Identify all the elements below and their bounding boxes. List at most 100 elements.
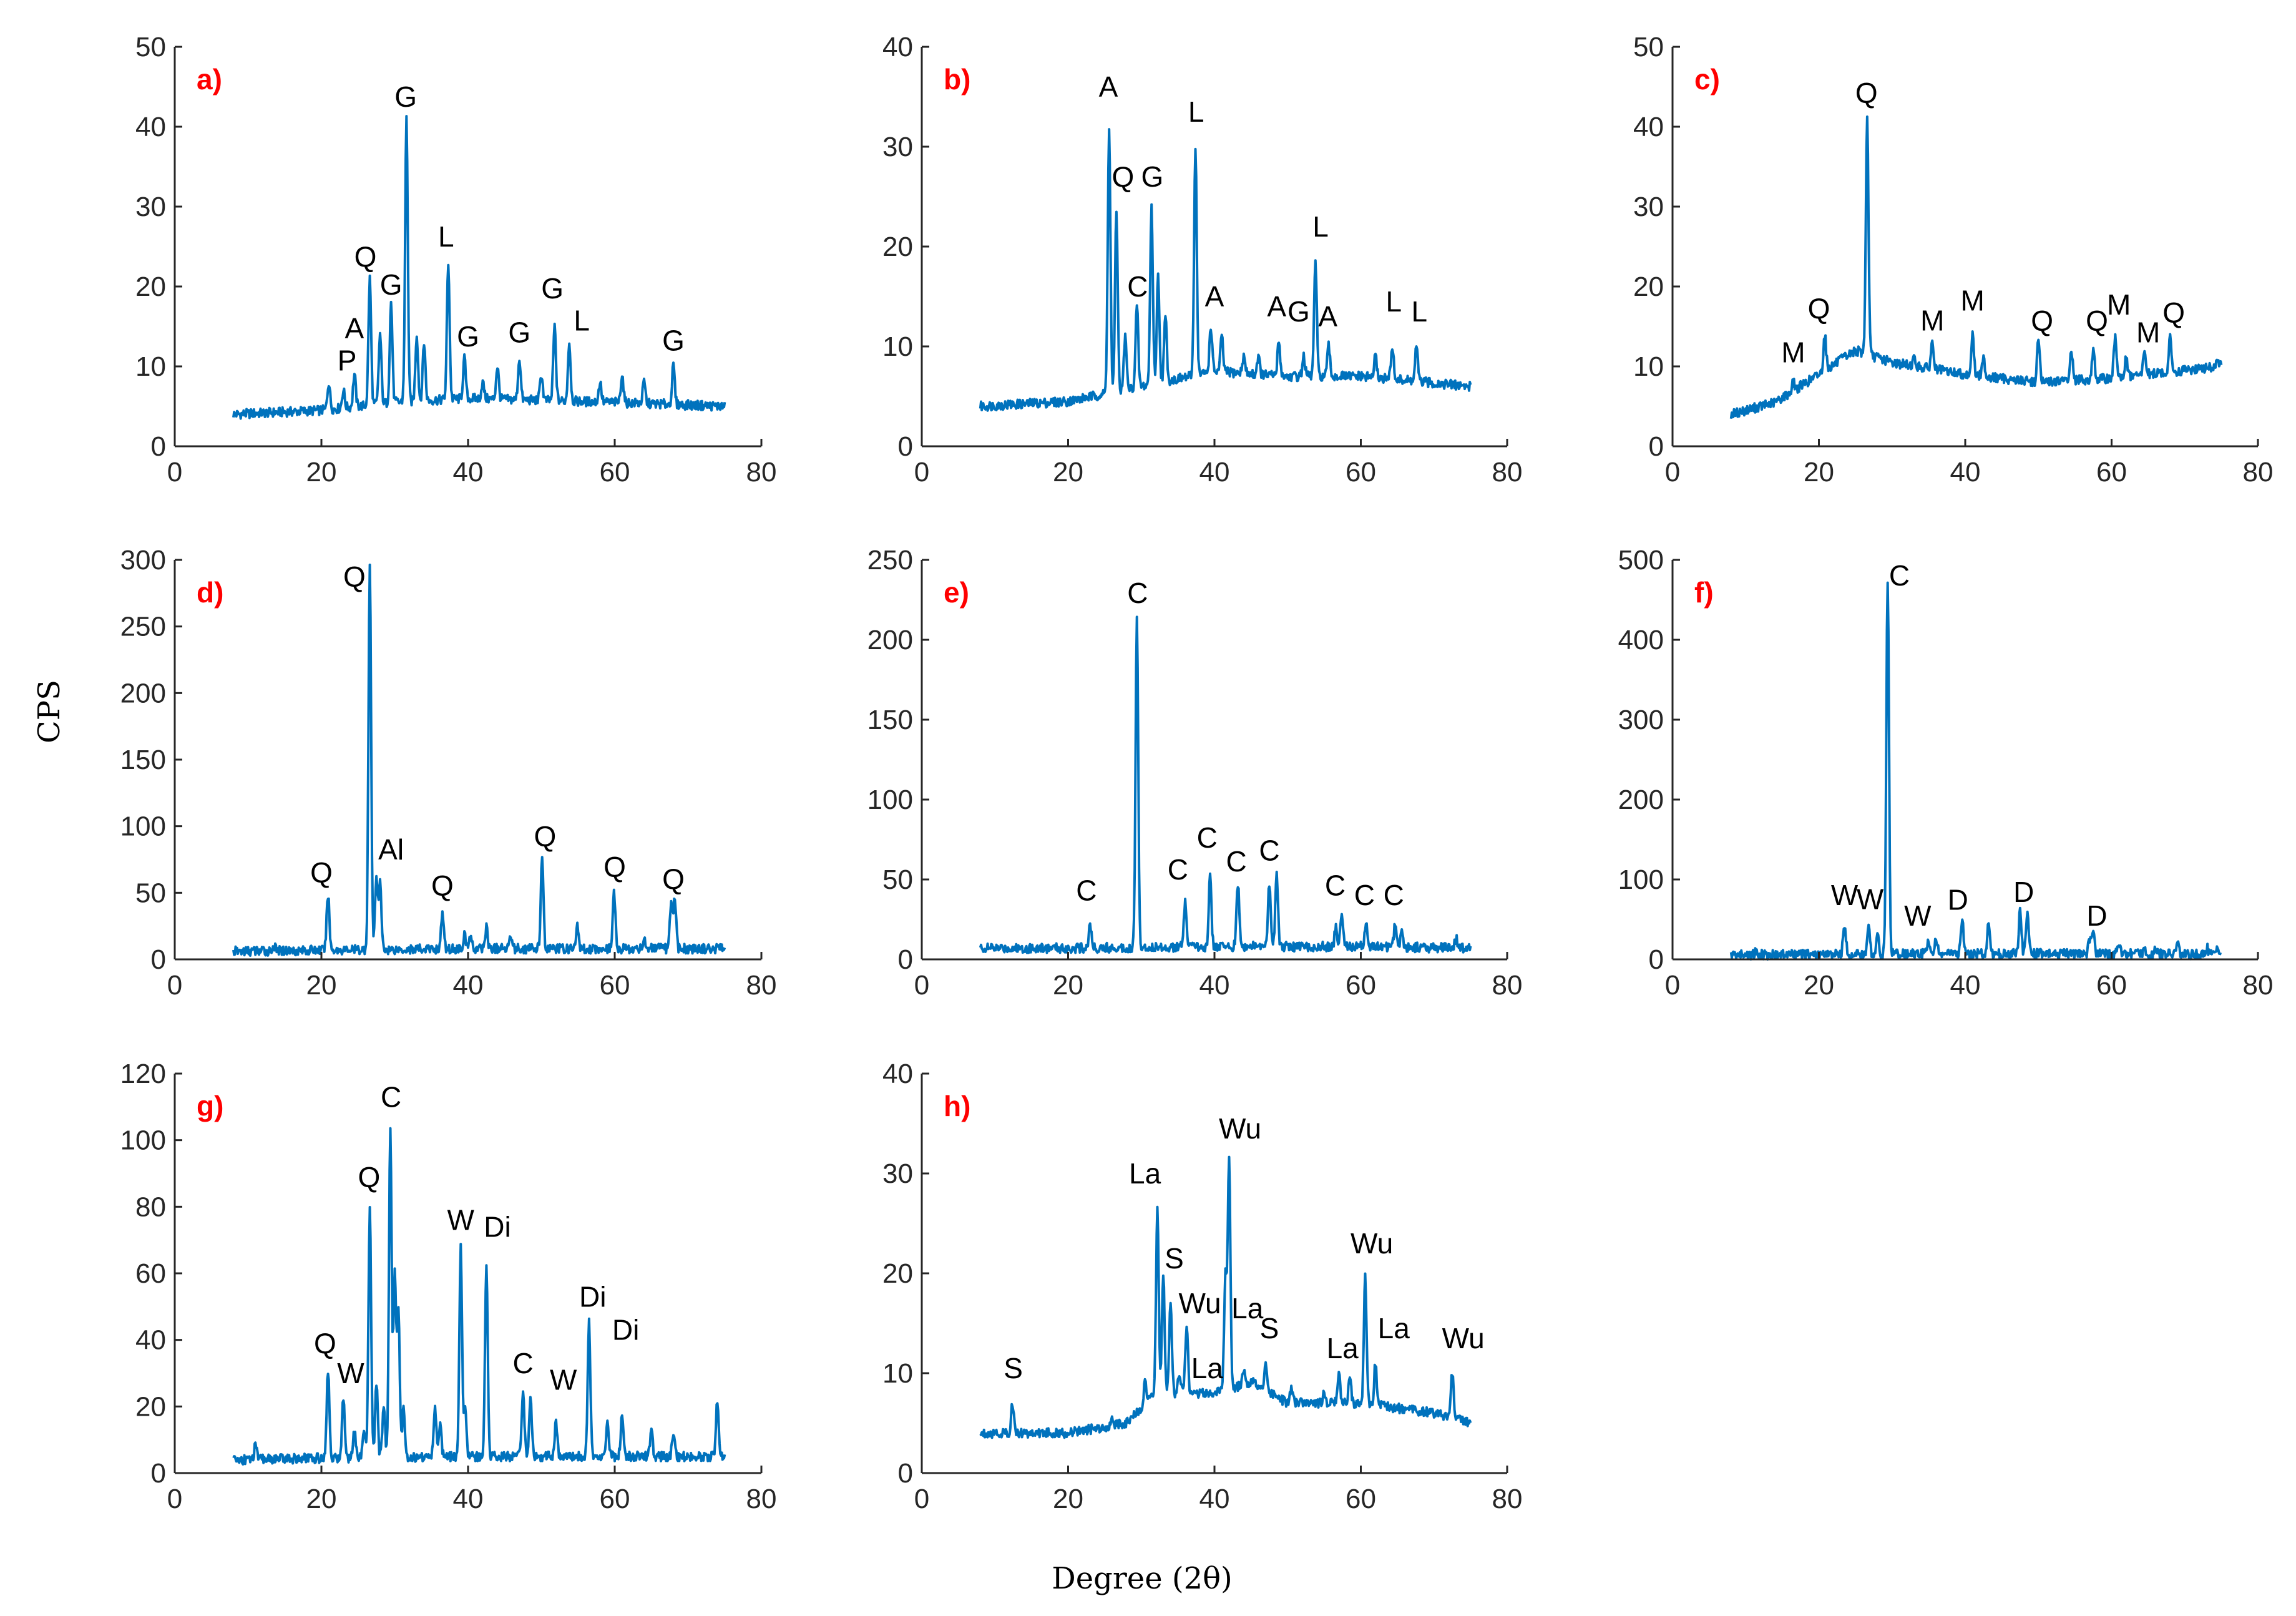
peak-label: La [1378,1312,1410,1344]
peak-label: Q [662,863,685,895]
y-tick-label: 80 [135,1192,166,1222]
peak-label: C [1168,853,1188,886]
y-tick-label: 0 [151,431,166,462]
y-tick-label: 150 [120,745,166,775]
xrd-trace [232,1127,726,1466]
y-tick-label: 0 [151,944,166,975]
x-tick-label: 40 [453,1484,484,1514]
x-axis-label: Degree (2θ) [1052,1561,1233,1596]
peak-label: L [1412,295,1428,328]
peak-label: S [1165,1242,1184,1275]
y-tick-label: 10 [882,1358,913,1389]
panel-label: b) [944,63,970,95]
x-tick-label: 80 [1492,457,1523,487]
y-tick-label: 40 [882,1059,913,1089]
x-tick-label: 20 [1053,457,1083,487]
y-tick-label: 20 [882,1258,913,1289]
xrd-trace [979,615,1472,954]
x-tick-label: 80 [746,457,777,487]
x-tick-label: 0 [914,1484,929,1514]
y-tick-label: 50 [135,32,166,62]
x-tick-label: 20 [306,457,337,487]
peak-label: Al [378,833,404,866]
peak-label: G [1141,160,1163,193]
y-tick-label: 40 [135,1325,166,1356]
xrd-trace [232,563,726,957]
peak-label: G [1287,295,1310,328]
y-tick-label: 30 [135,192,166,222]
peak-label: L [574,304,590,336]
panel-label: e) [944,576,969,609]
x-tick-label: 80 [746,1484,777,1514]
peak-label: Q [2031,304,2053,336]
peak-label: M [1961,284,1985,316]
peak-label: C [1259,834,1279,866]
y-tick-label: 300 [120,545,166,575]
x-tick-label: 80 [1492,970,1523,1001]
x-tick-label: 40 [1199,970,1230,1001]
peak-label: L [438,220,454,253]
peak-label: C [1325,869,1346,902]
x-tick-label: 0 [167,457,182,487]
y-tick-label: 100 [120,1125,166,1156]
y-tick-label: 0 [151,1458,166,1489]
panel-label: f) [1694,576,1714,609]
y-tick-label: 20 [135,1391,166,1422]
y-tick-label: 0 [898,1458,913,1489]
y-axis-label: CPS [32,680,67,743]
y-tick-label: 200 [120,678,166,708]
y-tick-label: 0 [1649,431,1664,462]
peak-label: C [1384,879,1404,911]
peak-label: C [1127,270,1148,303]
peak-label: S [1004,1352,1023,1384]
x-tick-label: 60 [2096,457,2127,487]
y-tick-label: 20 [1633,272,1664,302]
x-tick-label: 20 [1804,457,1834,487]
x-tick-label: 40 [1199,1484,1230,1514]
peak-label: A [1099,71,1118,103]
x-tick-label: 0 [167,1484,182,1514]
peak-label: Di [612,1314,639,1346]
peak-label: W [447,1204,475,1236]
x-tick-label: 20 [306,1484,337,1514]
y-tick-label: 120 [120,1059,166,1089]
peak-label: Q [2162,296,2185,329]
peak-label: Q [314,1327,336,1359]
peak-label: P [338,344,357,376]
peak-label: C [1354,879,1375,911]
peak-label: C [1076,874,1097,906]
peak-label: D [2086,899,2107,932]
x-tick-label: 0 [914,457,929,487]
x-tick-label: 60 [2096,970,2127,1001]
peak-label: C [1197,821,1218,854]
y-tick-label: 100 [867,785,913,815]
y-tick-label: 60 [135,1258,166,1289]
y-tick-label: 250 [867,545,913,575]
peak-label: S [1260,1312,1279,1344]
panel-label: d) [197,576,223,609]
y-tick-label: 400 [1618,625,1664,655]
x-tick-label: 60 [1346,970,1376,1001]
peak-label: Q [354,240,377,273]
panel-label: c) [1694,63,1720,95]
peak-label: Q [343,561,366,593]
x-tick-label: 0 [914,970,929,1001]
x-tick-label: 0 [1665,970,1680,1001]
peak-label: A [345,312,364,345]
peak-label: G [457,320,479,353]
peak-label: La [1327,1332,1359,1364]
peak-label: Di [579,1280,606,1313]
peak-label: D [2013,876,2034,908]
peak-label: G [508,316,530,349]
x-tick-label: 40 [1950,970,1981,1001]
peak-label: Q [603,851,626,883]
x-tick-label: 0 [1665,457,1680,487]
y-tick-label: 10 [1633,351,1664,382]
peak-label: G [662,324,685,356]
peak-label: L [1312,210,1329,243]
peak-label: C [513,1347,534,1379]
